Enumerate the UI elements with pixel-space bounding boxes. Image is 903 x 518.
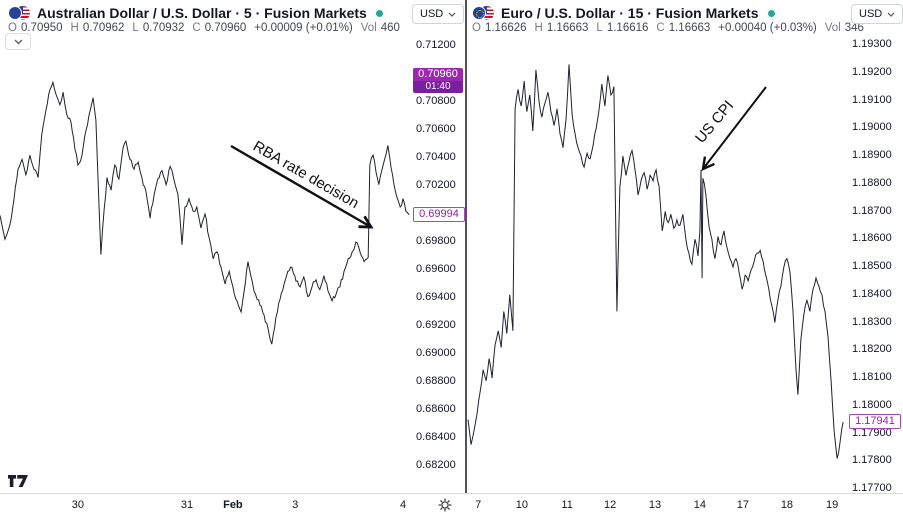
open-value: 1.16626 [484, 22, 527, 34]
high-value: 0.70962 [82, 22, 125, 34]
time-scale-eurusd[interactable]: 7 10 11 12 13 14 17 18 19 [0, 499, 903, 515]
time-scale-audusd[interactable]: 30 31 Feb 3 4 [0, 499, 903, 515]
annotation-text: US CPI [692, 97, 737, 146]
open-value: 0.70950 [20, 22, 63, 34]
low-value: 1.16616 [606, 22, 649, 34]
annotation-text: RBA rate decision [250, 138, 362, 212]
chevron-down-icon [448, 12, 456, 17]
change-value: +0.00009 (+0.01%) [254, 22, 353, 34]
time-tick-label: 13 [648, 499, 662, 511]
annotation-arrow-cpi[interactable]: US CPI [692, 86, 767, 171]
collapse-header-button[interactable] [5, 33, 31, 50]
time-tick-label: 18 [780, 499, 794, 511]
current-price-value: 0.70960 [413, 68, 463, 81]
chevron-down-icon [14, 39, 22, 44]
chart-panel-eurusd[interactable] [467, 0, 903, 518]
time-axis[interactable] [0, 493, 903, 518]
chevron-down-icon [887, 12, 895, 17]
panel-divider[interactable] [465, 0, 467, 518]
eur-usd-flag-icon [472, 5, 495, 21]
time-tick-label: 17 [736, 499, 749, 511]
aud-usd-flag-icon [8, 5, 31, 21]
current-price-label: 0.70960 01:40 [413, 68, 463, 93]
price-series-AUDUSD [0, 80, 410, 345]
price-series-EURUSD [467, 64, 844, 459]
tracked-price-label-audusd: 0.69994 [413, 207, 465, 222]
symbol-header-eurusd: Euro / U.S. Dollar · 15 · Fusion Markets [472, 5, 775, 21]
tracked-price-label-eurusd: 1.17941 [849, 414, 901, 429]
tradingview-logo[interactable] [7, 474, 29, 493]
low-value: 0.70932 [142, 22, 185, 34]
ohlc-row-audusd: O 0.70950 H 0.70962 L 0.70932 C 0.70960 +0.0… [8, 22, 400, 34]
volume-value: 346 [844, 22, 864, 34]
time-tick-label: 14 [693, 499, 706, 511]
time-tick-label: 19 [826, 499, 839, 511]
market-open-dot [767, 9, 775, 17]
time-tick-label: 11 [561, 499, 573, 511]
currency-selector-eurusd[interactable]: USD [851, 4, 903, 24]
low-label: L [596, 22, 603, 34]
australia-flag-icon [8, 5, 22, 20]
currency-label: USD [420, 8, 444, 20]
market-open-dot [375, 9, 383, 17]
time-tick-label: 12 [604, 499, 617, 511]
close-label: C [656, 22, 665, 34]
high-label: H [534, 22, 543, 34]
time-tick-label: 7 [475, 499, 482, 511]
currency-label: USD [859, 8, 883, 20]
symbol-title-eurusd[interactable]: Euro / U.S. Dollar · 15 · Fusion Markets [501, 5, 759, 21]
low-label: L [132, 22, 139, 34]
change-value: +0.00040 (+0.03%) [718, 22, 817, 34]
high-label: H [70, 22, 79, 34]
open-label: O [8, 22, 17, 34]
bar-countdown: 01:40 [413, 81, 463, 93]
annotation-arrow-rba[interactable]: RBA rate decision [230, 138, 374, 229]
time-axis-settings-gear-icon[interactable] [437, 497, 453, 518]
close-value: 0.70960 [204, 22, 247, 34]
time-tick-label: 4 [399, 499, 407, 511]
close-label: C [192, 22, 201, 34]
chart-panel-audusd[interactable] [0, 0, 466, 518]
time-tick-label: 10 [515, 499, 529, 511]
symbol-title-audusd[interactable]: Australian Dollar / U.S. Dollar · 5 · Fu… [37, 5, 367, 21]
close-value: 1.16663 [668, 22, 711, 34]
time-tick-label: 30 [71, 499, 85, 511]
high-value: 1.16663 [546, 22, 589, 34]
ohlc-row-eurusd: O 1.16626 H 1.16663 L 1.16616 C 1.16663 +0.0… [472, 22, 864, 34]
volume-value: 460 [380, 22, 400, 34]
symbol-header-audusd: Australian Dollar / U.S. Dollar · 5 · Fu… [8, 5, 383, 21]
volume-label: Vol [360, 22, 377, 34]
volume-label: Vol [824, 22, 841, 34]
time-tick-label: Feb [223, 499, 243, 511]
time-tick-label: 3 [292, 499, 299, 511]
time-tick-label: 31 [180, 499, 194, 511]
open-label: O [472, 22, 481, 34]
currency-selector-audusd[interactable]: USD [412, 4, 465, 24]
eu-flag-icon [472, 5, 486, 20]
